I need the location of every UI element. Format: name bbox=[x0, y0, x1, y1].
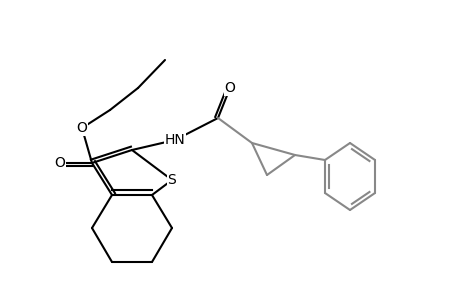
Text: O: O bbox=[55, 156, 65, 170]
Text: O: O bbox=[224, 81, 235, 95]
Text: HN: HN bbox=[164, 133, 185, 147]
Text: S: S bbox=[167, 173, 176, 187]
Text: O: O bbox=[76, 121, 87, 135]
